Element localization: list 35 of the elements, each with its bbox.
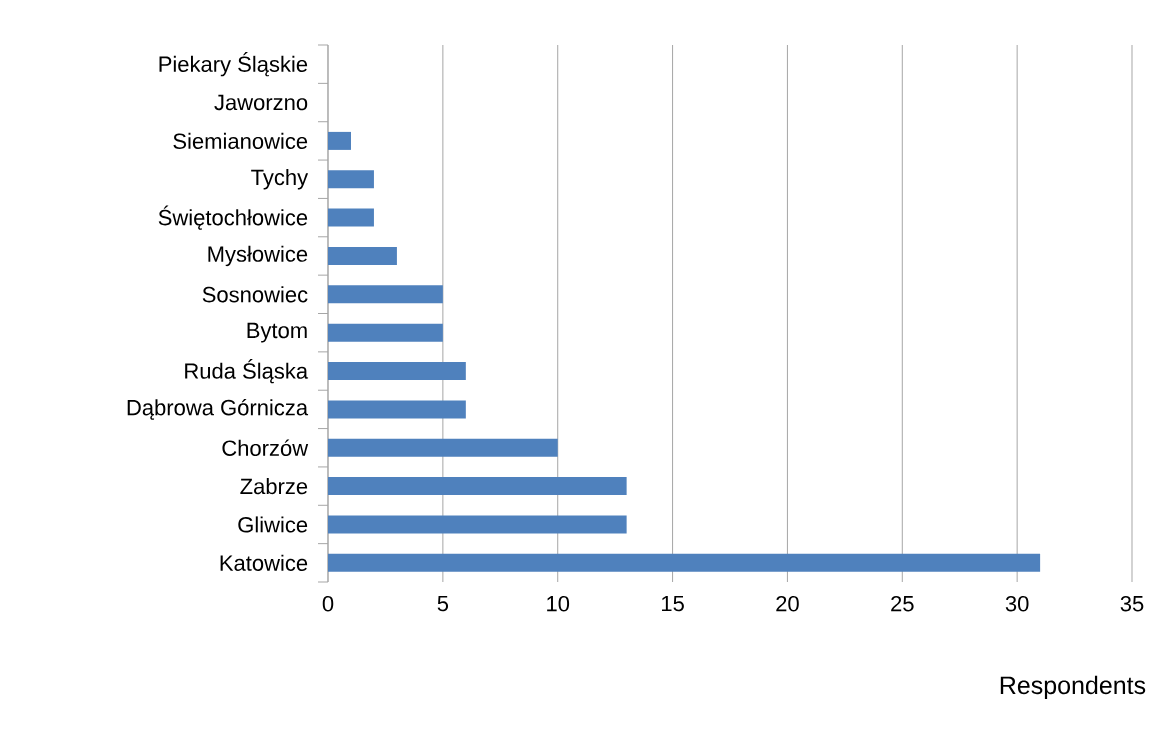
y-tick-label: Bytom <box>247 322 307 343</box>
x-tick-label: 5 <box>437 595 449 612</box>
bar <box>328 400 466 419</box>
bar <box>328 170 374 189</box>
bar <box>328 362 466 381</box>
bar <box>328 553 1041 572</box>
y-tick-label: Gliwice <box>238 516 308 533</box>
y-tick-label: Ruda Śląska <box>185 358 309 384</box>
bar <box>328 438 558 457</box>
bar <box>328 246 397 265</box>
y-tick-label: Dąbrowa Górnicza <box>127 399 309 420</box>
bar <box>328 477 627 496</box>
bar <box>328 208 374 227</box>
bar <box>328 515 627 534</box>
bar <box>328 131 351 150</box>
y-tick-label: Siemianowice <box>173 132 308 149</box>
x-axis-title: Respondents <box>1000 675 1146 700</box>
x-tick-label: 30 <box>1005 595 1029 612</box>
y-tick-label: Jaworzno <box>214 94 308 111</box>
y-tick-label: Mysłowice <box>208 245 308 267</box>
bar <box>328 285 443 304</box>
y-tick-label: Zabrze <box>240 478 308 495</box>
x-tick-label: 0 <box>322 595 334 612</box>
y-tick-label: Katowice <box>220 554 308 571</box>
y-tick-label: Sosnowiec <box>202 286 308 303</box>
x-tick-label: 10 <box>547 595 570 612</box>
y-tick-label: Piekary Śląskie <box>159 52 308 77</box>
y-tick-label: Chorzów <box>222 439 309 456</box>
bar <box>328 323 443 342</box>
x-tick-label: 25 <box>891 595 914 612</box>
x-tick-label: 15 <box>662 595 684 612</box>
x-tick-label: 20 <box>776 595 799 612</box>
x-tick-label: 35 <box>1120 595 1144 612</box>
y-tick-label: Tychy <box>251 169 309 190</box>
y-tick-label: Świętochłowice <box>158 205 308 230</box>
